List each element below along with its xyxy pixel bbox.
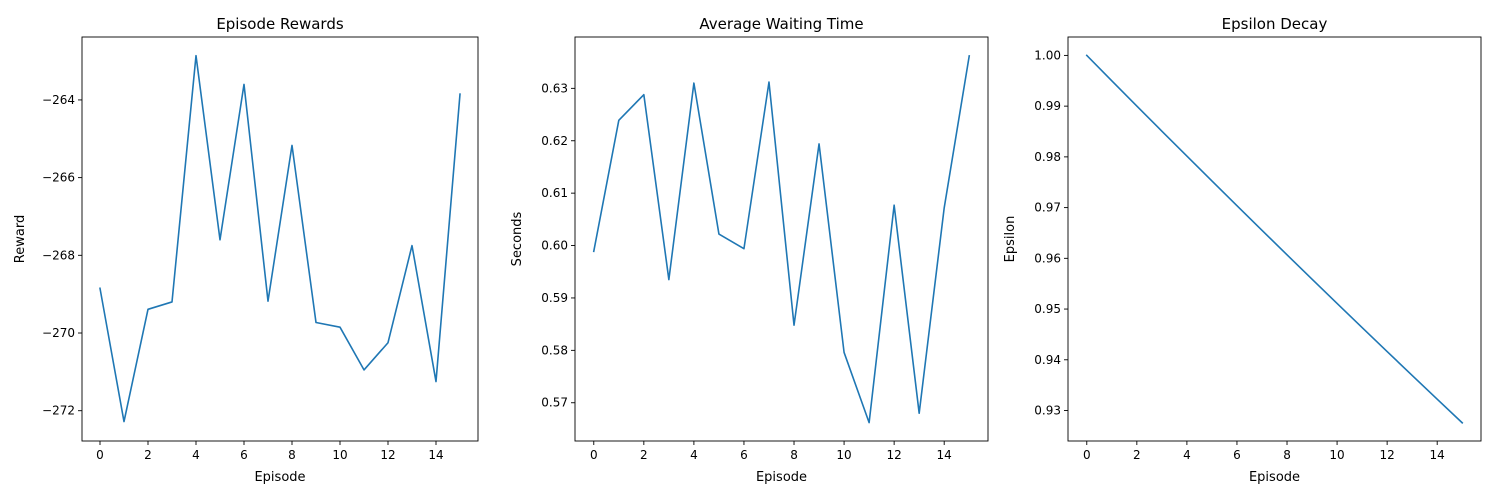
chart-1: 0 2 4 6 8 10 12 14 −272 −270 −268 −266 −264 Episode R… <box>13 15 479 485</box>
x-tick-label: 0 <box>1083 448 1091 462</box>
x-tick-label: 4 <box>690 448 698 462</box>
x-tick-label: 8 <box>288 448 296 462</box>
x-tick-label: 2 <box>1133 448 1141 462</box>
y-tick-label: 0.93 <box>1034 404 1061 418</box>
y-tick-label: 0.63 <box>541 81 568 95</box>
x-tick-label: 2 <box>144 448 152 462</box>
y-axis-label: Epsilon <box>1003 216 1018 263</box>
x-tick-label: 14 <box>428 448 443 462</box>
y-tick-label: 0.61 <box>541 186 568 200</box>
y-tick-label: 0.58 <box>541 343 568 357</box>
chart-3: 0 2 4 6 8 10 12 14 0.93 0.94 0.95 0.96 0.97 0.98 0.99 1… <box>1003 15 1482 485</box>
y-tick-label: 0.94 <box>1034 353 1061 367</box>
x-tick-label: 0 <box>590 448 598 462</box>
axes-frame <box>1067 36 1482 442</box>
y-tick-label: 0.97 <box>1034 201 1061 215</box>
y-tick-label: −264 <box>42 93 75 107</box>
axes-frame <box>81 36 479 442</box>
x-axis-label: Episode <box>1249 470 1300 485</box>
x-tick-label: 6 <box>240 448 248 462</box>
x-tick-label: 4 <box>1183 448 1191 462</box>
x-tick-label: 8 <box>1283 448 1291 462</box>
x-tick-label: 6 <box>740 448 748 462</box>
x-axis-label: Episode <box>254 470 305 485</box>
y-tick-label: 0.62 <box>541 134 568 148</box>
series-line <box>592 54 971 424</box>
x-tick-label: 12 <box>886 448 901 462</box>
y-tick-label: 0.98 <box>1034 150 1061 164</box>
x-tick-label: 2 <box>640 448 648 462</box>
chart-title: Episode Rewards <box>216 15 344 33</box>
chart-2: 0 2 4 6 8 10 12 14 0.57 0.58 0.59 0.60 0.61 0.62 0.63 A… <box>510 15 989 485</box>
x-tick-label: 10 <box>1329 448 1344 462</box>
x-axis-label: Episode <box>756 470 807 485</box>
x-tick-label: 8 <box>790 448 798 462</box>
x-tick-label: 12 <box>1379 448 1394 462</box>
y-tick-label: 0.59 <box>541 291 568 305</box>
y-axis-label: Seconds <box>510 211 525 266</box>
y-tick-label: −272 <box>42 404 75 418</box>
y-tick-label: −270 <box>42 326 75 340</box>
chart-title: Average Waiting Time <box>699 15 863 33</box>
y-tick-label: 0.95 <box>1034 302 1061 316</box>
y-tick-label: 1.00 <box>1034 48 1061 62</box>
x-tick-label: 0 <box>96 448 104 462</box>
y-tick-label: 0.60 <box>541 239 568 253</box>
y-tick-label: −268 <box>42 248 75 262</box>
x-tick-label: 12 <box>380 448 395 462</box>
chart-title: Epsilon Decay <box>1222 15 1328 33</box>
axes-frame <box>574 36 989 442</box>
x-tick-label: 14 <box>937 448 952 462</box>
y-tick-label: 0.96 <box>1034 251 1061 265</box>
series-line <box>99 54 461 423</box>
series-line <box>1085 54 1464 424</box>
x-tick-label: 10 <box>332 448 347 462</box>
x-tick-label: 14 <box>1430 448 1445 462</box>
y-axis-label: Reward <box>13 215 28 263</box>
y-tick-label: 0.57 <box>541 396 568 410</box>
y-tick-label: −266 <box>42 171 75 185</box>
y-tick-label: 0.99 <box>1034 99 1061 113</box>
x-tick-label: 10 <box>836 448 851 462</box>
x-tick-label: 4 <box>192 448 200 462</box>
x-tick-label: 6 <box>1233 448 1241 462</box>
